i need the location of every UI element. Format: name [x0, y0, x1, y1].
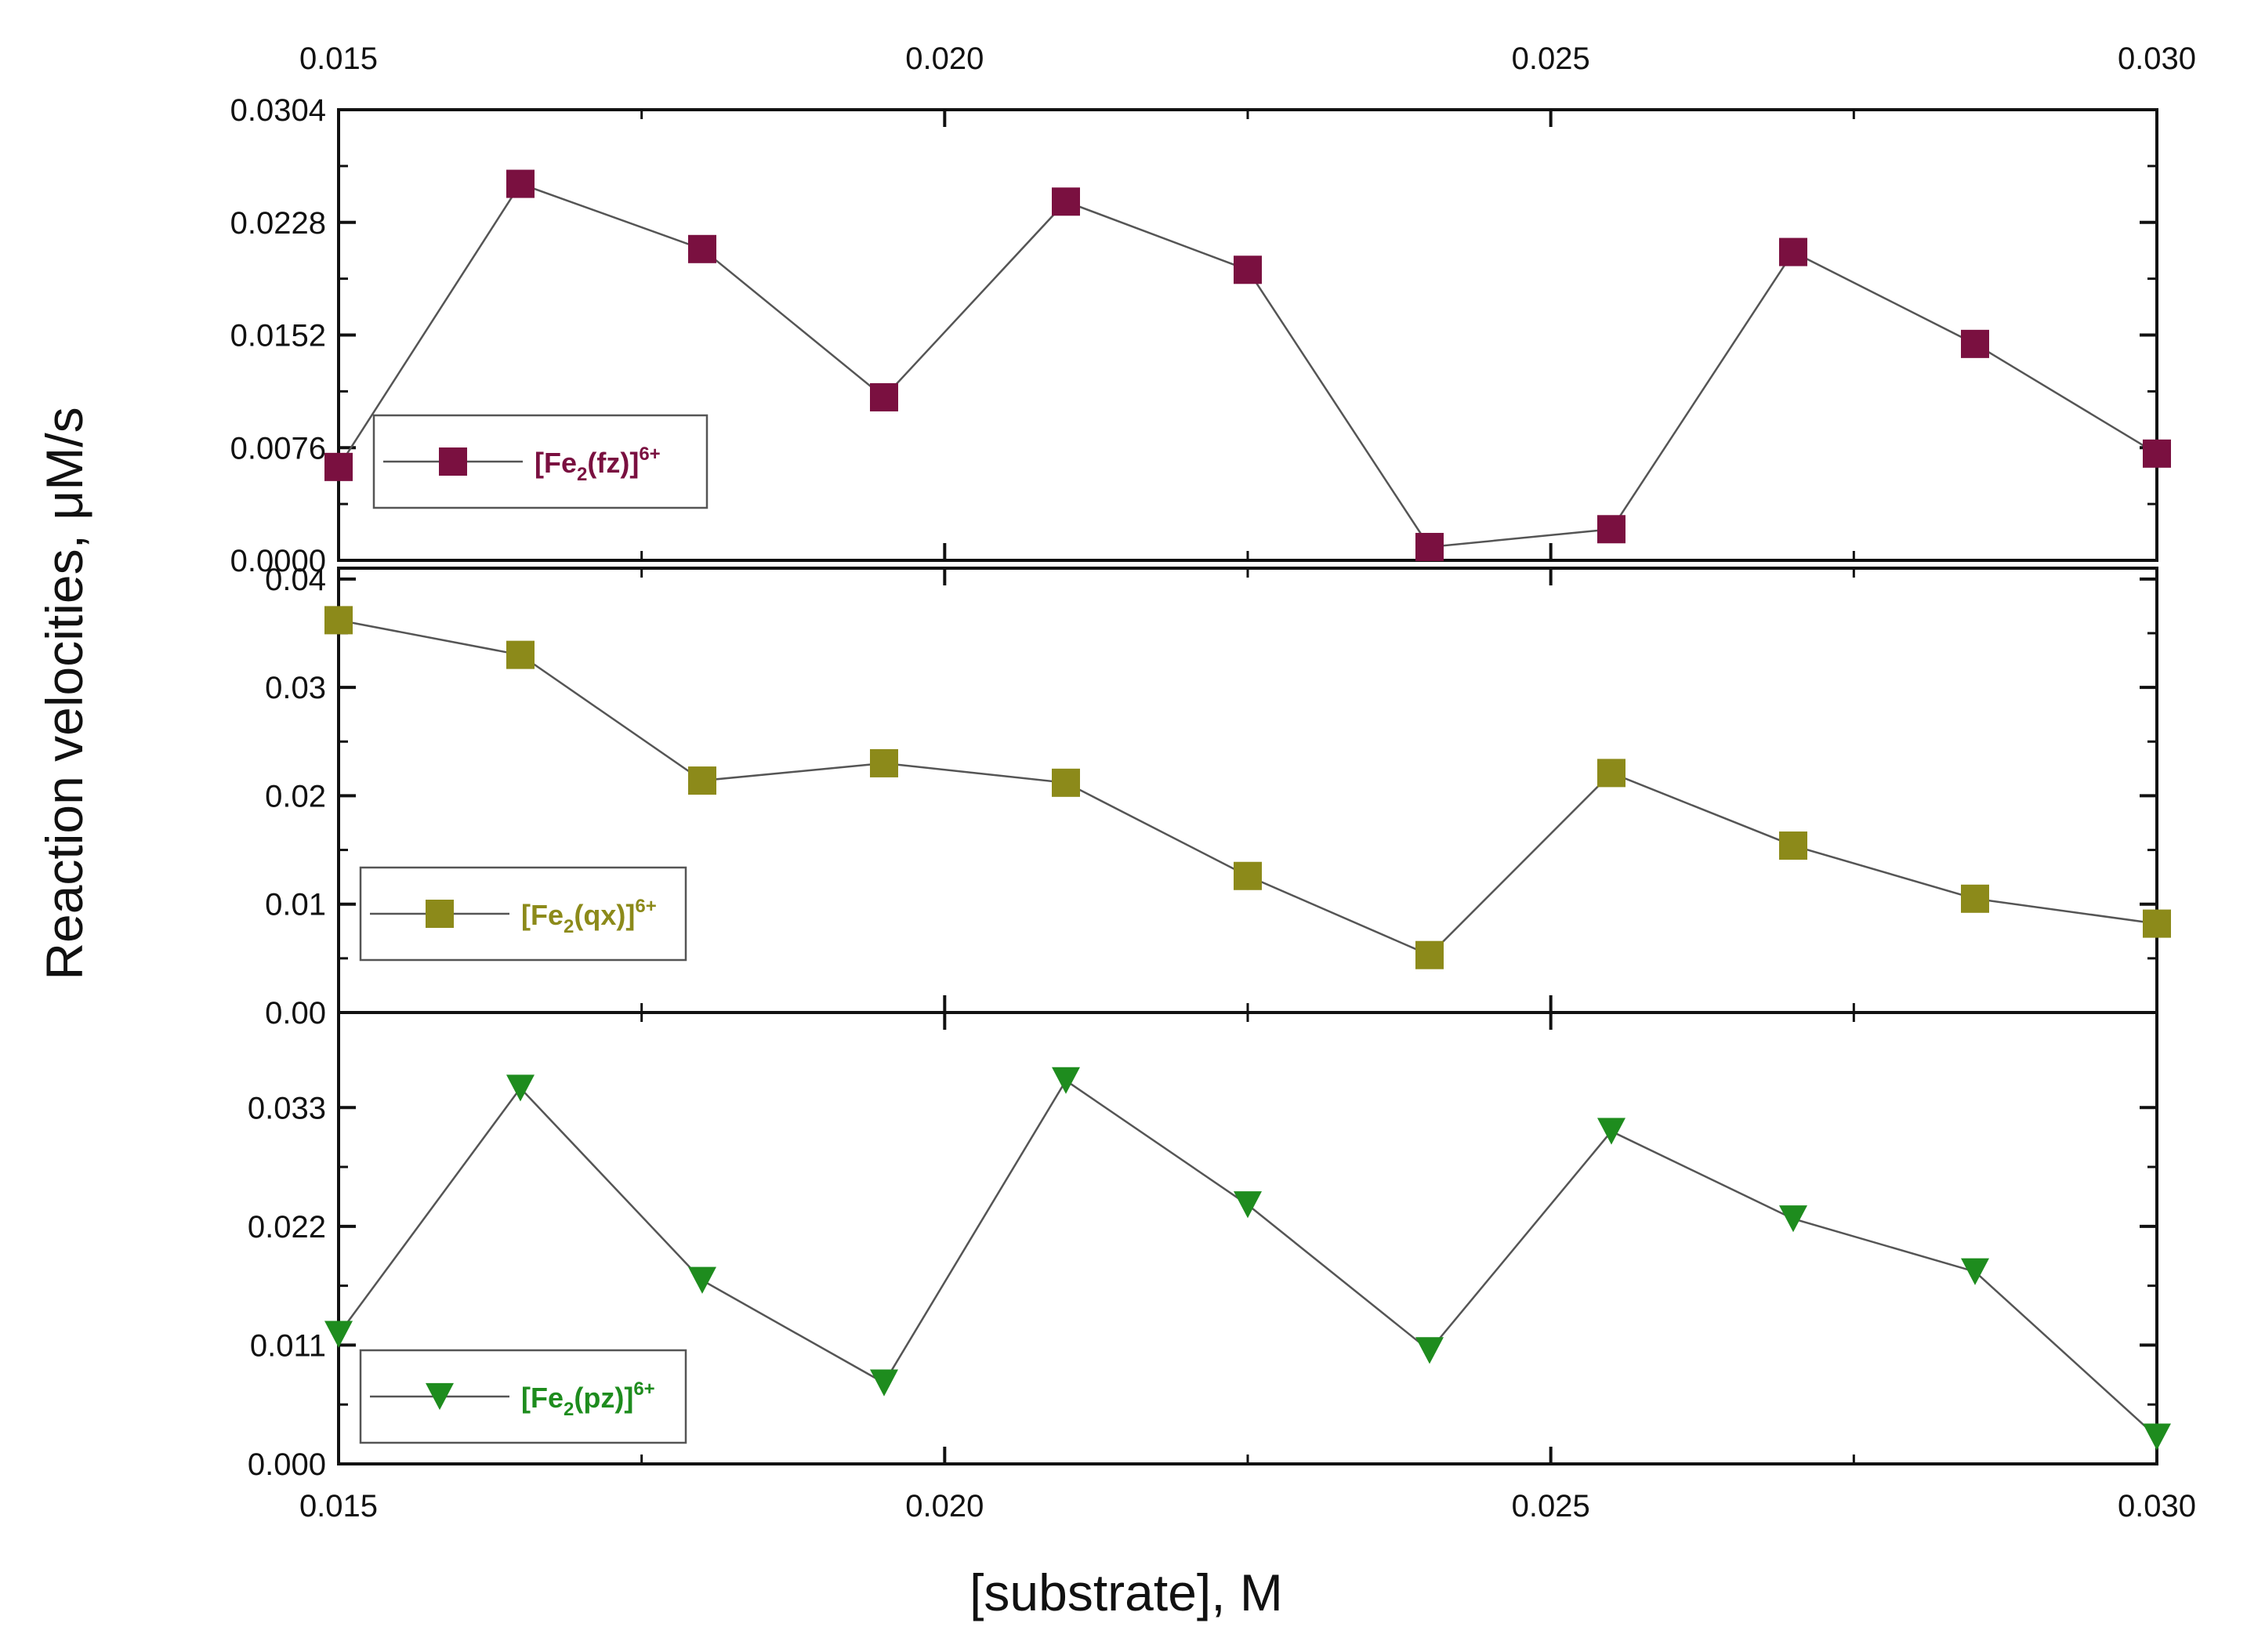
legend-label-part: 2	[564, 916, 574, 937]
data-point	[1052, 768, 1080, 797]
data-point	[1415, 532, 1444, 561]
y-tick-label: 0.033	[248, 1091, 326, 1125]
data-point	[870, 1369, 898, 1397]
panel-1: 0.0304 0.0228 0.0152 0.0076 0.0000 [Fe2(fz)]6…	[230, 93, 2171, 578]
data-point	[1961, 1258, 1989, 1285]
data-point	[1779, 237, 1807, 266]
data-point	[1779, 1205, 1807, 1233]
y-tick-label: 0.03	[265, 671, 326, 705]
legend-label-part: 6+	[639, 444, 660, 465]
data-point	[506, 640, 535, 669]
x-tick-label-bottom: 0.015	[299, 1489, 378, 1523]
y-tick-label: 0.000	[248, 1447, 326, 1482]
legend: [Fe2(qx)]6+	[359, 866, 687, 962]
data-point	[506, 1074, 535, 1102]
data-point	[1779, 831, 1807, 860]
data-point	[2143, 909, 2171, 938]
data-point	[1415, 940, 1444, 969]
x-tick-label-bottom: 0.020	[905, 1489, 984, 1523]
data-point	[1597, 759, 1625, 788]
y-tick-label: 0.0076	[230, 431, 326, 466]
legend: [Fe2(fz)]6+	[372, 414, 709, 509]
data-point	[1234, 1191, 1262, 1219]
panel-2: 0.04 0.03 0.02 0.01 0.00 [Fe2(qx)]6+	[265, 563, 2171, 1031]
x-tick-label-top: 0.020	[905, 42, 984, 76]
legend-label-part: 6+	[633, 1378, 654, 1400]
panel-3: 0.033 0.022 0.011 0.000 [Fe2(pz)]6+	[248, 1011, 2171, 1482]
y-tick-label: 0.0228	[230, 206, 326, 241]
data-point	[1234, 255, 1262, 284]
legend-box	[359, 866, 687, 962]
y-tick-label: 0.04	[265, 563, 326, 597]
y-tick-label: 0.02	[265, 779, 326, 813]
y-tick-label: 0.0152	[230, 319, 326, 353]
y-tick-label: 0.022	[248, 1210, 326, 1244]
data-point	[1415, 1337, 1444, 1364]
data-point	[1597, 515, 1625, 544]
x-tick-label-top: 0.030	[2118, 42, 2196, 76]
legend-label-part: 2	[564, 1399, 574, 1420]
data-point	[324, 1321, 353, 1348]
y-tick-label: 0.011	[250, 1328, 326, 1363]
legend-label-part: (pz)]	[574, 1382, 633, 1414]
x-axis-title: [substrate], M	[969, 1563, 1283, 1621]
x-tick-label-bottom: 0.025	[1512, 1489, 1590, 1523]
y-tick-label: 0.01	[265, 888, 326, 922]
legend: [Fe2(pz)]6+	[359, 1349, 687, 1444]
data-point	[1961, 884, 1989, 913]
legend-marker	[426, 1382, 454, 1411]
data-point	[1234, 861, 1262, 890]
data-point	[324, 606, 353, 635]
legend-marker	[439, 447, 467, 476]
legend-label-part: 2	[577, 464, 587, 485]
data-point	[1597, 1118, 1625, 1145]
data-point	[2143, 439, 2171, 468]
data-point	[324, 452, 353, 481]
data-point	[2143, 1423, 2171, 1451]
y-tick-label: 0.0304	[230, 93, 326, 128]
data-point	[506, 169, 535, 198]
data-point	[688, 766, 716, 795]
data-point	[870, 382, 898, 411]
legend-label-part: (qx)]	[574, 899, 635, 931]
data-point	[1052, 1067, 1080, 1094]
legend-label: [Fe2(fz)]6+	[535, 444, 661, 485]
data-point	[1961, 329, 1989, 358]
y-tick-label: 0.0000	[230, 544, 326, 578]
legend-label-part: [Fe	[521, 1382, 564, 1414]
x-tick-label-top: 0.025	[1512, 42, 1590, 76]
data-point	[688, 1266, 716, 1294]
data-point	[688, 234, 716, 263]
legend-label: [Fe2(qx)]6+	[521, 896, 657, 937]
legend-label-part: (fz)]	[587, 447, 639, 479]
y-tick-label: 0.00	[265, 996, 326, 1031]
legend-label: [Fe2(pz)]6+	[521, 1378, 655, 1420]
plot-area: 0.03040.02280.01520.00760.0000[Fe2(fz)]6…	[230, 42, 2196, 1523]
x-tick-label-top: 0.015	[299, 42, 378, 76]
legend-label-part: 6+	[635, 896, 656, 917]
data-point	[870, 748, 898, 777]
x-tick-label-bottom: 0.030	[2118, 1489, 2196, 1523]
legend-marker	[426, 900, 454, 928]
y-axis-title: Reaction velocities, μM/s	[35, 407, 93, 980]
legend-label-part: [Fe	[535, 447, 577, 479]
data-point	[1052, 187, 1080, 216]
legend-label-part: [Fe	[521, 899, 564, 931]
